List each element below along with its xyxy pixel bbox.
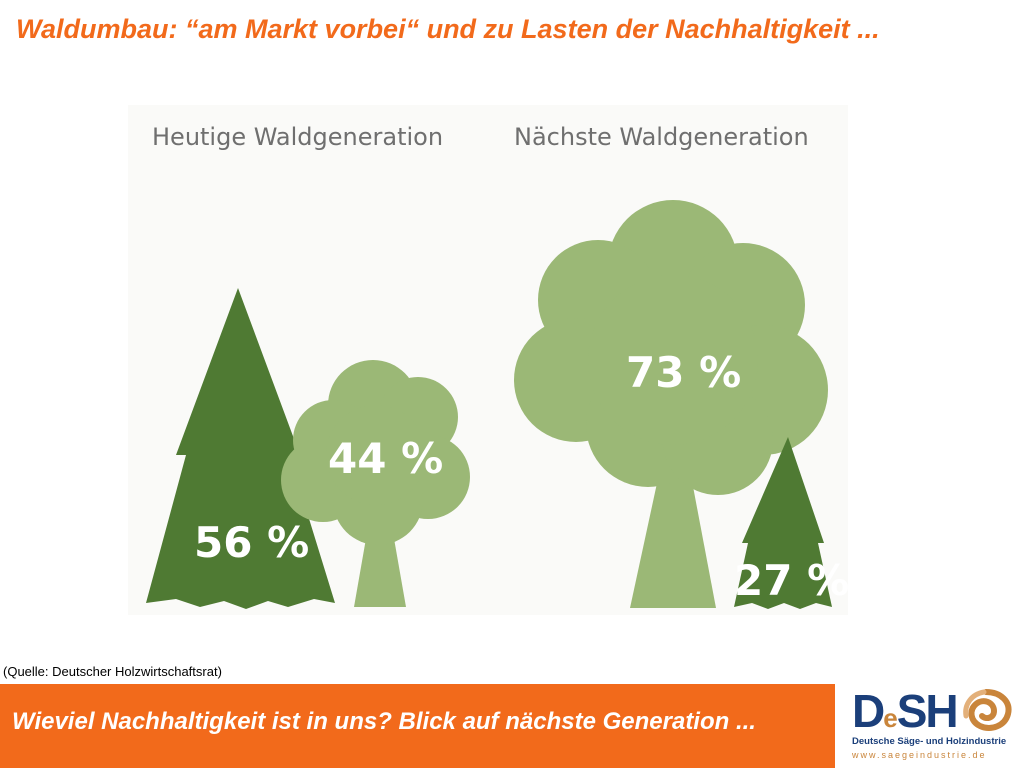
slide-title: Waldumbau: “am Markt vorbei“ und zu Last…	[16, 14, 880, 44]
logo-letters-sh: SH	[896, 685, 959, 737]
heading-next-generation: Nächste Waldgeneration	[514, 123, 809, 151]
deciduous-tree-current	[281, 360, 470, 607]
forest-infographic: Heutige Waldgeneration Nächste Waldgener…	[128, 105, 848, 615]
footer-text: Wieviel Nachhaltigkeit ist in uns? Blick…	[12, 708, 756, 735]
logo-letter-d: D	[852, 685, 885, 737]
desh-logo: DeSH Deutsche Säge- und Holzindustrie ww…	[838, 684, 1024, 768]
wood-swirl-icon	[963, 689, 1012, 731]
source-note: (Quelle: Deutscher Holzwirtschaftsrat)	[3, 664, 222, 679]
deciduous-share-next: 73 %	[626, 348, 741, 397]
logo-letter-e: e	[883, 703, 898, 733]
deciduous-tree-next	[514, 200, 828, 608]
heading-current-generation: Heutige Waldgeneration	[152, 123, 443, 151]
conifer-tree-current	[146, 288, 335, 609]
logo-tagline: Deutsche Säge- und Holzindustrie	[852, 736, 1007, 747]
conifer-tree-next	[734, 437, 832, 609]
footer-bar: Wieviel Nachhaltigkeit ist in uns? Blick…	[0, 684, 835, 768]
conifer-share-current: 56 %	[194, 518, 309, 567]
logo-website: www.saegeindustrie.de	[852, 750, 987, 760]
conifer-share-next: 27 %	[734, 556, 848, 605]
deciduous-share-current: 44 %	[328, 434, 443, 483]
logo-wordmark: DeSH	[852, 685, 959, 743]
